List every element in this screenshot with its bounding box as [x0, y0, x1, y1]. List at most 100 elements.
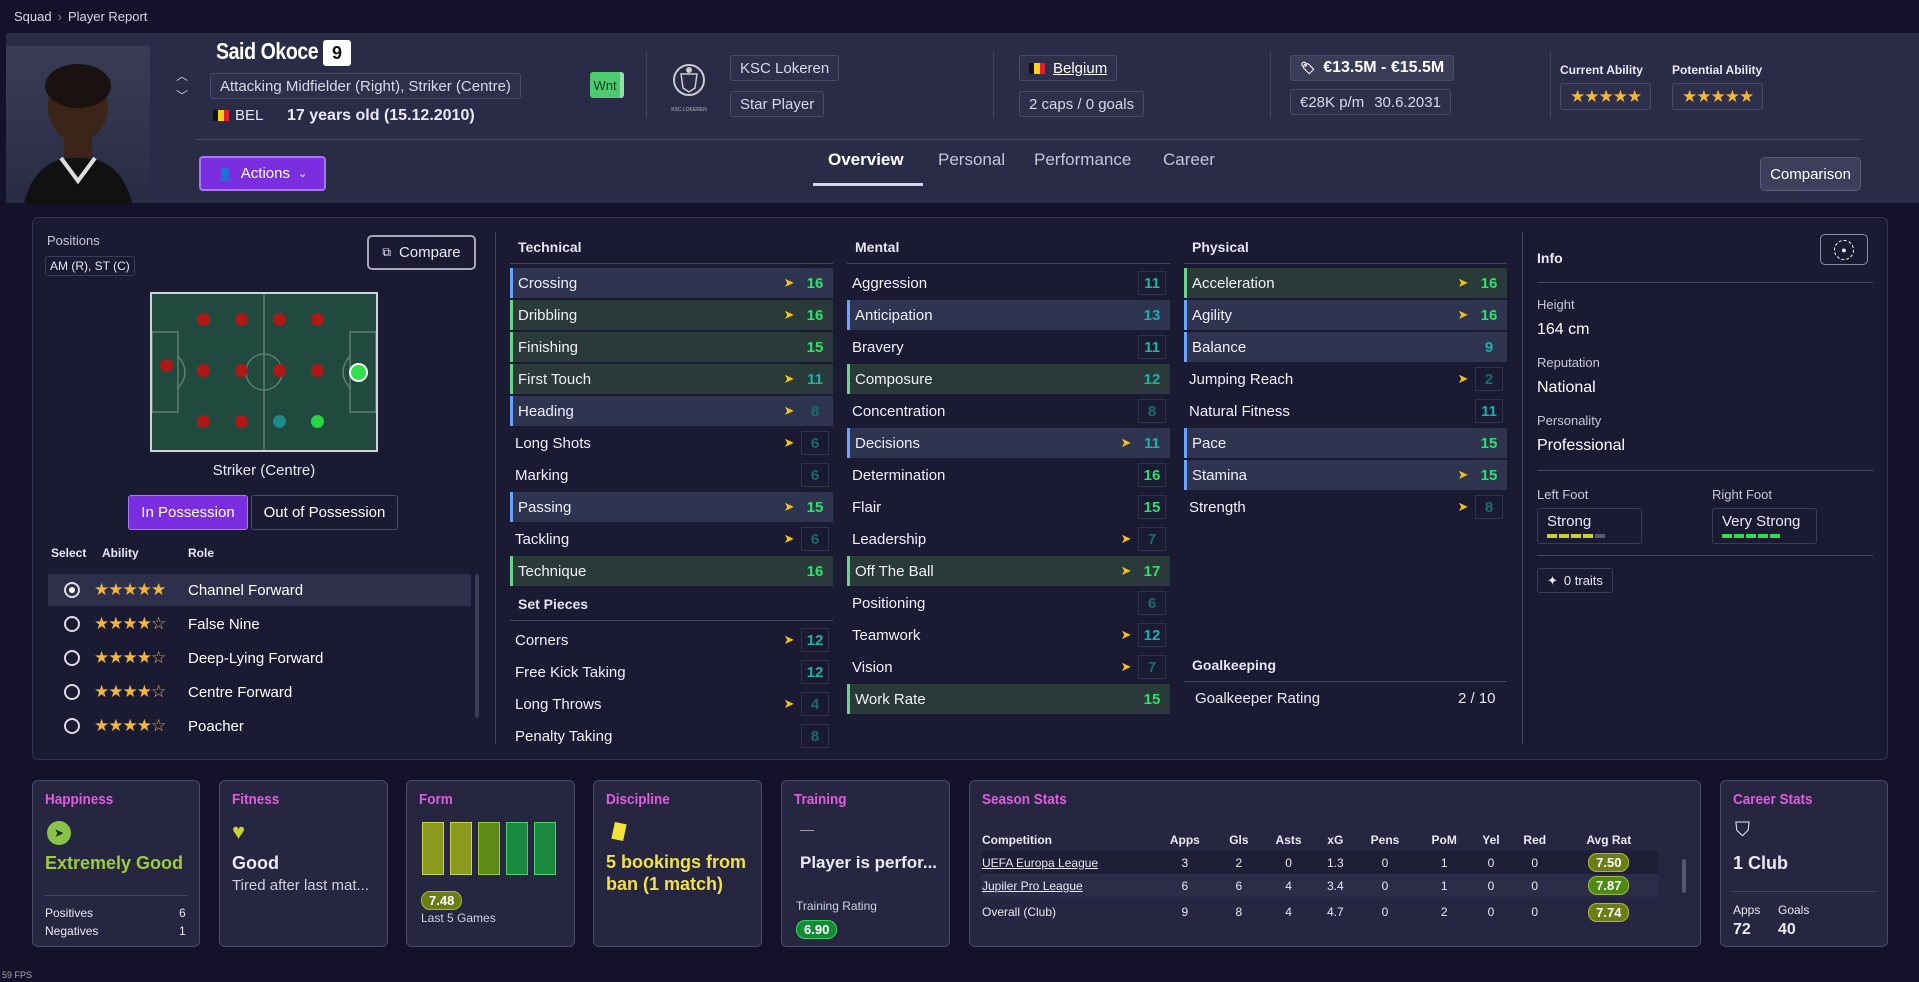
tab-overview[interactable]: Overview: [828, 150, 904, 169]
attribute-row[interactable]: Positioning 6: [847, 588, 1170, 618]
attribute-row[interactable]: Jumping Reach ➤ 2: [1184, 364, 1507, 394]
out-of-possession-button[interactable]: Out of Possession: [251, 495, 398, 530]
radio-button[interactable]: [64, 650, 80, 666]
set-pieces-title: Set Pieces: [518, 596, 589, 612]
radio-button[interactable]: [64, 684, 80, 700]
attribute-value: 12: [801, 660, 829, 684]
attribute-value: 6: [801, 527, 829, 551]
trend-arrow-icon: ➤: [1457, 371, 1469, 386]
attribute-name: Technique: [518, 562, 587, 580]
radio-button[interactable]: [64, 616, 80, 632]
competition-name[interactable]: UEFA Europa League: [982, 855, 1099, 870]
attribute-value: 16: [801, 271, 829, 295]
attribute-row[interactable]: Work Rate 15: [847, 684, 1170, 714]
attribute-row[interactable]: Finishing 15: [510, 332, 833, 362]
attribute-row[interactable]: Composure 12: [847, 364, 1170, 394]
heart-rate-icon: ♥: [232, 819, 246, 844]
attribute-row[interactable]: Flair 15: [847, 492, 1170, 522]
training-card[interactable]: Training — Player is perfor... Training …: [781, 780, 950, 947]
role-row[interactable]: ★★★★☆ Deep-Lying Forward: [48, 642, 471, 674]
divider: [45, 895, 188, 896]
career-stats-card[interactable]: Career Stats ⛉ 1 Club Apps 72 Goals 40: [1720, 780, 1888, 947]
table-cell: 1.3: [1326, 855, 1344, 870]
attribute-row[interactable]: Strength ➤ 8: [1184, 492, 1507, 522]
roles-scrollbar[interactable]: [475, 574, 479, 718]
attribute-row[interactable]: Free Kick Taking 12: [510, 657, 833, 687]
attribute-row[interactable]: Balance 9: [1184, 332, 1507, 362]
table-row[interactable]: Jupiler Pro League 6 6 4 3.4 0 1 0 0 7.8…: [982, 874, 1658, 897]
attribute-row[interactable]: First Touch ➤ 11: [510, 364, 833, 394]
current-ability-stars: ★★★★★: [1560, 83, 1652, 110]
comparison-button[interactable]: Comparison: [1760, 157, 1861, 191]
attribute-row[interactable]: Stamina ➤ 15: [1184, 460, 1507, 490]
attribute-row[interactable]: Vision ➤ 7: [847, 652, 1170, 682]
trend-arrow-icon: ➤: [1120, 531, 1132, 546]
attribute-row[interactable]: Corners ➤ 12: [510, 625, 833, 655]
role-row[interactable]: ★★★★★ Channel Forward: [48, 574, 471, 606]
compare-button[interactable]: ⧉ Compare: [367, 235, 476, 270]
table-cell: 0: [1381, 905, 1389, 919]
wanted-badge[interactable]: Wnt: [590, 72, 624, 98]
actions-button[interactable]: 👤 Actions ⌄: [199, 156, 326, 191]
attribute-row[interactable]: Anticipation 13: [847, 300, 1170, 330]
tab-performance[interactable]: Performance: [1034, 150, 1132, 169]
info-settings-button[interactable]: ●: [1820, 234, 1868, 265]
attribute-row[interactable]: Heading ➤ 8: [510, 396, 833, 426]
season-stats-scrollbar[interactable]: [1682, 859, 1686, 893]
divider: [993, 52, 994, 118]
career-goals: 40: [1778, 921, 1796, 938]
attribute-row[interactable]: Pace 15: [1184, 428, 1507, 458]
attribute-name: Corners: [515, 631, 569, 649]
attribute-row[interactable]: Concentration 8: [847, 396, 1170, 426]
discipline-card[interactable]: Discipline 5 bookings from ban (1 match): [593, 780, 762, 947]
attribute-row[interactable]: Long Throws ➤ 4: [510, 689, 833, 719]
chevron-up-icon[interactable]: ︿: [176, 69, 189, 83]
attribute-row[interactable]: Passing ➤ 15: [510, 492, 833, 522]
attribute-row[interactable]: Technique 16: [510, 556, 833, 586]
radio-button[interactable]: [64, 718, 80, 734]
attribute-row[interactable]: Long Shots ➤ 6: [510, 428, 833, 458]
attribute-row[interactable]: Bravery 11: [847, 332, 1170, 362]
role-row[interactable]: ★★★★☆ False Nine: [48, 608, 471, 640]
fitness-card[interactable]: Fitness ♥ Good Tired after last mat...: [219, 780, 388, 947]
attribute-row[interactable]: Marking 6: [510, 460, 833, 490]
attribute-row[interactable]: Decisions ➤ 11: [847, 428, 1170, 458]
position-dot: [311, 313, 324, 326]
position-dot: [273, 313, 286, 326]
season-stats-card[interactable]: Season Stats Competition Apps Gls Asts x…: [969, 780, 1701, 947]
attribute-row[interactable]: Determination 16: [847, 460, 1170, 490]
info-title: Info: [1537, 250, 1563, 266]
nation-pill[interactable]: Belgium: [1019, 55, 1118, 81]
chevron-down-icon[interactable]: ﹀: [176, 89, 189, 103]
attribute-row[interactable]: Crossing ➤ 16: [510, 268, 833, 298]
breadcrumb-squad[interactable]: Squad: [14, 9, 52, 24]
nation-name[interactable]: Belgium: [1053, 59, 1108, 77]
role-row[interactable]: ★★★★☆ Centre Forward: [48, 676, 471, 708]
table-row[interactable]: UEFA Europa League 3 2 0 1.3 0 1 0 0 7.5…: [982, 851, 1658, 874]
position-dot-selected[interactable]: [349, 363, 368, 382]
form-card[interactable]: Form 7.48 Last 5 Games: [406, 780, 575, 947]
attribute-row[interactable]: Acceleration ➤ 16: [1184, 268, 1507, 298]
attribute-row[interactable]: Agility ➤ 16: [1184, 300, 1507, 330]
in-possession-button[interactable]: In Possession: [128, 495, 248, 530]
tab-personal[interactable]: Personal: [938, 150, 1006, 169]
happiness-card[interactable]: Happiness ➤ Extremely Good Positives 6 N…: [32, 780, 200, 947]
tab-career[interactable]: Career: [1163, 150, 1215, 169]
attribute-row[interactable]: Aggression 11: [847, 268, 1170, 298]
radio-button[interactable]: [64, 582, 80, 598]
attribute-row[interactable]: Off The Ball ➤ 17: [847, 556, 1170, 586]
attribute-row[interactable]: Leadership ➤ 7: [847, 524, 1170, 554]
traits-button[interactable]: ✦ 0 traits: [1537, 568, 1613, 593]
attribute-row[interactable]: Teamwork ➤ 12: [847, 620, 1170, 650]
role-row[interactable]: ★★★★☆ Poacher: [48, 710, 471, 742]
attribute-row[interactable]: Dribbling ➤ 16: [510, 300, 833, 330]
attribute-name: Jumping Reach: [1189, 370, 1294, 388]
col-header: Apps: [1169, 833, 1200, 847]
competition-name[interactable]: Jupiler Pro League: [982, 878, 1083, 893]
price-tag-icon: 🏷: [1300, 61, 1316, 75]
club-name[interactable]: KSC Lokeren: [730, 55, 840, 81]
attribute-row[interactable]: Penalty Taking 8: [510, 721, 833, 751]
attribute-row[interactable]: Tackling ➤ 6: [510, 524, 833, 554]
attribute-value: 12: [801, 628, 829, 652]
attribute-row[interactable]: Natural Fitness 11: [1184, 396, 1507, 426]
